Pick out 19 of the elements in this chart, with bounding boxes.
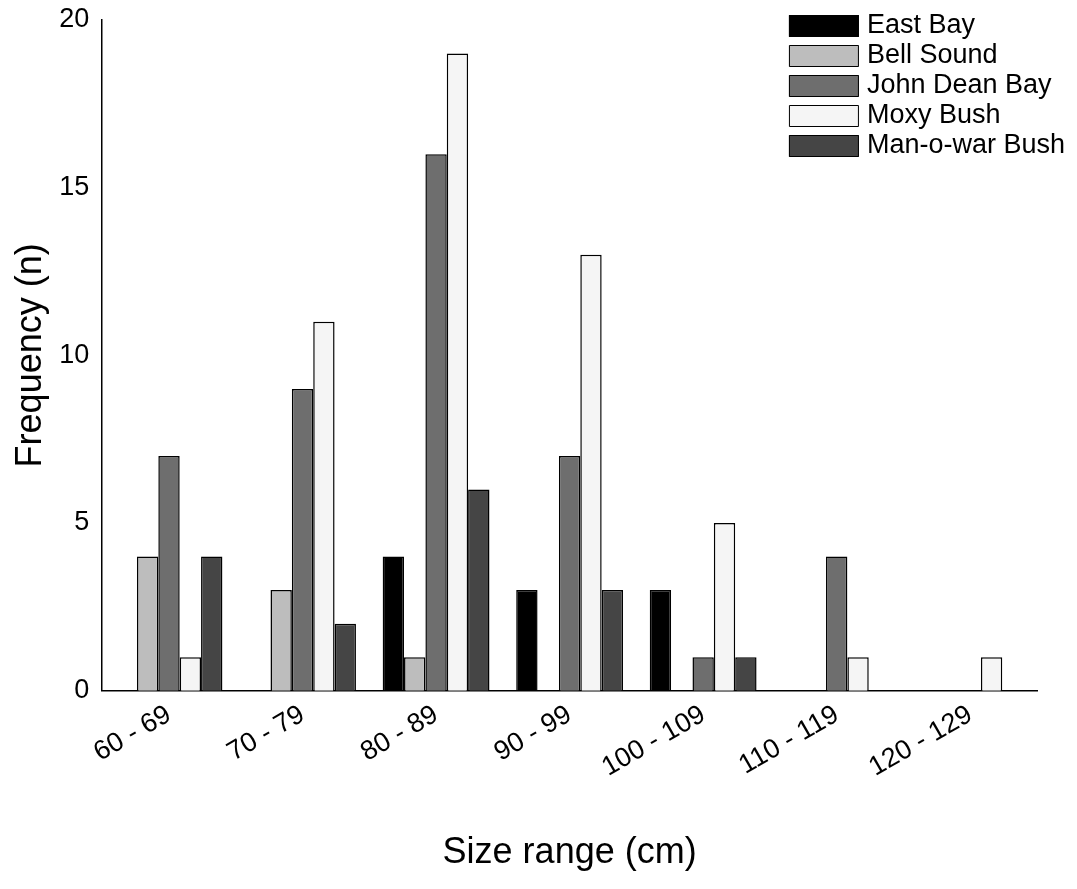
x-axis-title: Size range (cm) (442, 830, 697, 872)
y-axis-title: Frequency (n) (7, 243, 49, 468)
y-tick-label: 20 (59, 3, 90, 34)
x-tick-label: 100 - 109 (596, 698, 710, 782)
legend-label: Moxy Bush (866, 99, 1001, 130)
y-tick-label: 15 (59, 171, 90, 202)
x-tick-label: 80 - 89 (355, 698, 443, 767)
x-tick-label: 90 - 99 (488, 698, 577, 767)
y-tick-label: 10 (59, 338, 90, 369)
x-tick-label: 120 - 129 (863, 698, 977, 782)
legend-label: Bell Sound (866, 39, 998, 70)
legend-label: John Dean Bay (866, 69, 1053, 100)
x-tick-label: 60 - 69 (87, 698, 176, 767)
y-tick-label: 0 (74, 674, 90, 705)
x-tick-label: 70 - 79 (221, 698, 310, 767)
legend-label: East Bay (866, 9, 976, 40)
y-tick-label: 5 (74, 506, 90, 537)
x-tick-label: 110 - 119 (733, 698, 844, 780)
legend-label: Man-o-war Bush (866, 129, 1066, 160)
